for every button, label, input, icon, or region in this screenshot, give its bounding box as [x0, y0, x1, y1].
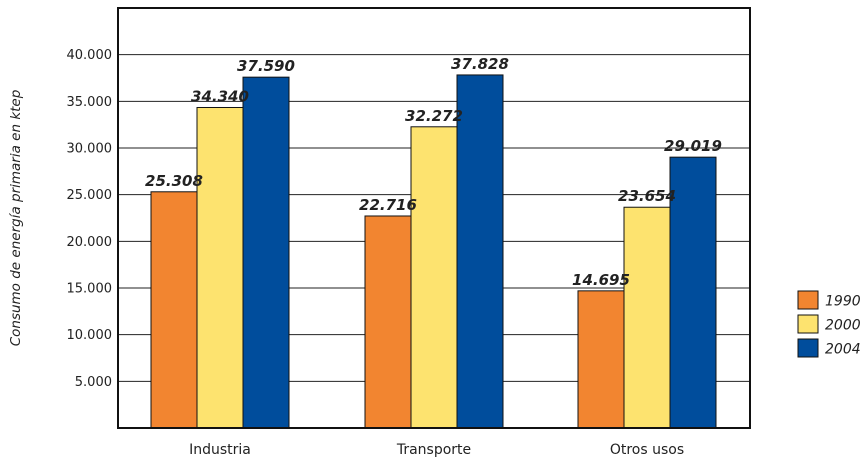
- bar: [410, 126, 458, 429]
- data-label: 23.654: [618, 187, 676, 205]
- legend-swatch: [797, 314, 819, 334]
- x-category-label: Transporte: [396, 442, 471, 458]
- bar: [456, 74, 504, 429]
- y-tick-label: 40.000: [67, 48, 113, 63]
- data-label: 29.019: [664, 137, 722, 155]
- data-label: 14.695: [572, 271, 630, 289]
- legend-label: 2004: [825, 342, 861, 358]
- bar: [623, 206, 671, 429]
- data-label: 32.272: [405, 107, 463, 125]
- data-label: 37.828: [451, 55, 509, 73]
- bar: [150, 191, 198, 429]
- bar: [669, 156, 717, 429]
- y-tick-label: 20.000: [67, 235, 113, 250]
- y-tick-label: 10.000: [67, 328, 113, 343]
- y-tick-label: 30.000: [67, 142, 113, 157]
- bar: [196, 106, 244, 429]
- bar: [242, 76, 290, 429]
- data-label: 37.590: [237, 57, 295, 75]
- legend-swatch: [797, 338, 819, 358]
- y-axis-label: Consumo de energía primaria en ktep: [8, 90, 24, 347]
- y-tick-label: 25.000: [67, 188, 113, 203]
- bar: [364, 215, 412, 429]
- y-axis-ticks: 5.000 10.000 15.000 20.000 25.000 30.000 35.00…: [67, 48, 113, 390]
- legend-swatch: [797, 290, 819, 310]
- y-tick-label: 35.000: [67, 95, 113, 110]
- plot-frame: [117, 7, 751, 429]
- data-label: 22.716: [359, 196, 417, 214]
- legend: 1990 2000 2004: [797, 290, 861, 358]
- x-category-label: Industria: [189, 442, 251, 458]
- data-label: 34.340: [191, 87, 249, 105]
- bars: [150, 74, 717, 429]
- legend-label: 2000: [825, 318, 861, 334]
- legend-label: 1990: [825, 294, 861, 310]
- x-category-label: Otros usos: [610, 442, 684, 458]
- y-tick-label: 15.000: [67, 282, 113, 297]
- data-label: 25.308: [145, 172, 203, 190]
- y-tick-label: 5.000: [75, 375, 112, 390]
- x-axis-categories: Industria Transporte Otros usos: [189, 442, 684, 458]
- data-labels: 25.308 34.340 37.590 22.716 32.272 37.828 14.6…: [145, 55, 722, 289]
- bar: [577, 290, 625, 429]
